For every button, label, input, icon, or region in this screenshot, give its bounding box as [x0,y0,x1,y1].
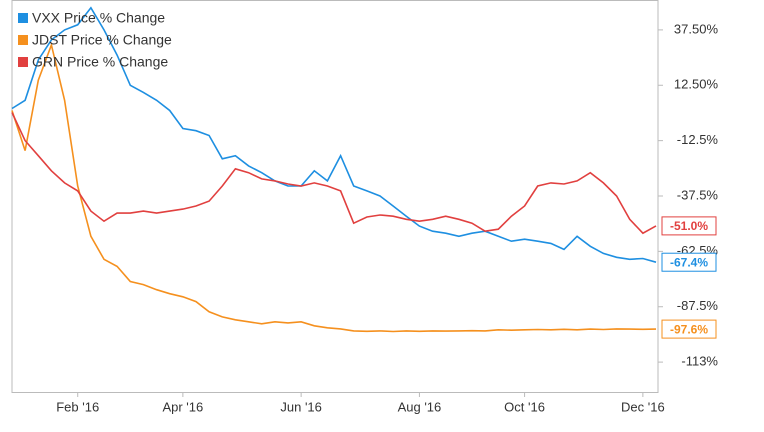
end-label: -51.0% [670,219,708,233]
end-label-box [661,319,717,339]
x-tick-label: Dec '16 [621,399,665,414]
end-label: -97.6% [670,322,708,336]
y-tick-label: -87.5% [677,298,719,313]
end-label-box [661,252,717,272]
x-tick-label: Aug '16 [398,399,442,414]
series-line [11,112,657,235]
y-tick-label: -113% [681,354,718,369]
series-line [11,42,657,333]
legend-swatch [18,35,28,45]
legend-label: GRN Price % Change [32,54,168,70]
end-label-box [661,216,717,236]
legend-swatch [18,57,28,67]
y-tick-label: -37.5% [677,187,719,202]
y-tick-label: 12.50% [674,77,719,92]
legend-label: JDST Price % Change [32,32,172,48]
x-tick-label: Feb '16 [56,399,99,414]
x-tick-label: Jun '16 [280,399,322,414]
end-label: -67.4% [670,255,708,269]
x-tick-label: Oct '16 [504,399,545,414]
legend-label: VXX Price % Change [32,10,165,26]
x-tick-label: Apr '16 [162,399,203,414]
series-line [11,6,657,263]
y-tick-label: 37.50% [674,21,719,36]
y-tick-label: -12.5% [677,132,719,147]
legend-swatch [18,13,28,23]
